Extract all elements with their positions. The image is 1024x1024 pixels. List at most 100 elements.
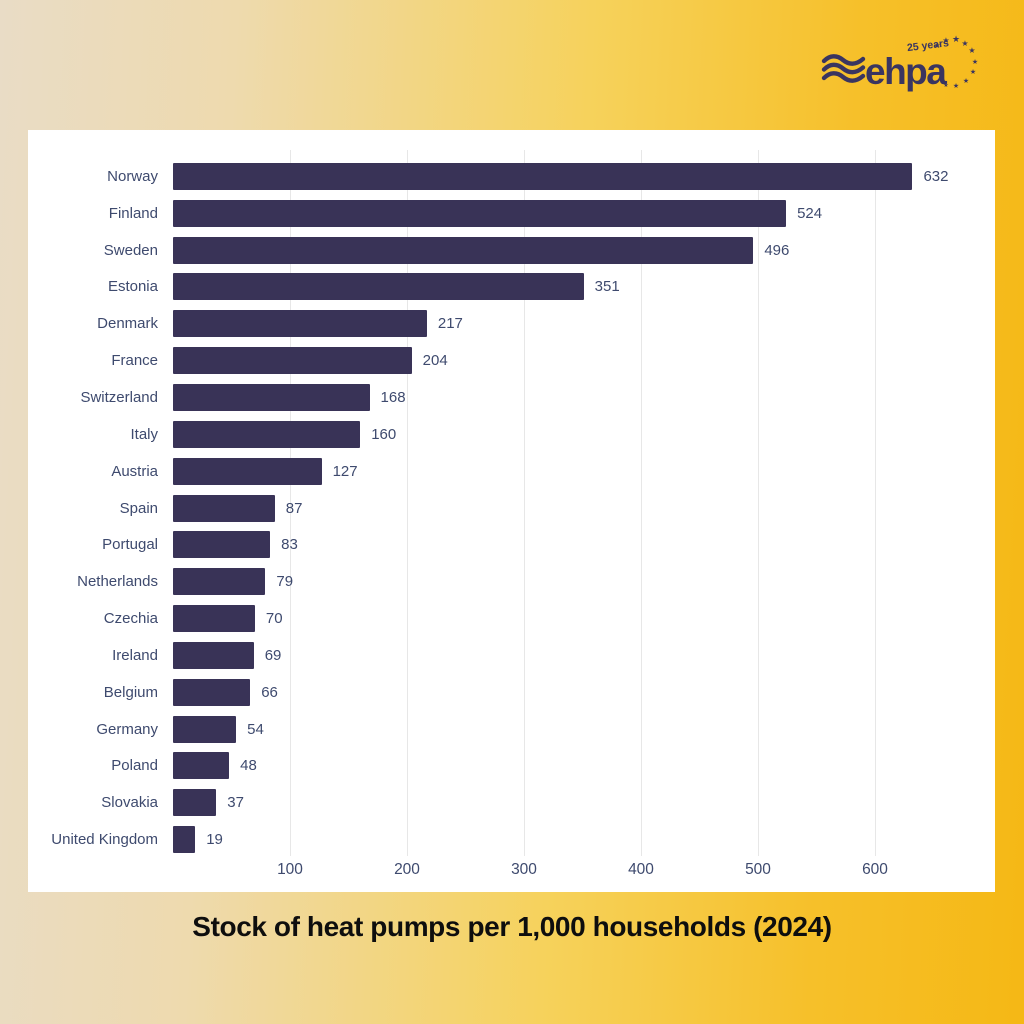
bar-rows: Norway 632 Finland 524 Sweden 496 Estonia 351 De… xyxy=(28,158,995,858)
data-bar xyxy=(173,605,255,633)
svg-text:★: ★ xyxy=(963,77,969,85)
country-label: Estonia xyxy=(107,278,158,296)
waves-icon xyxy=(821,54,866,83)
x-tick-label: 400 xyxy=(628,861,654,878)
data-bar xyxy=(173,383,370,411)
bar-row: Norway 632 xyxy=(28,158,995,195)
value-label: 54 xyxy=(247,720,264,738)
bar-track: 83 xyxy=(173,531,995,559)
bar-row: Sweden 496 xyxy=(28,232,995,269)
bar-track: 70 xyxy=(173,605,995,633)
bar-row: Ireland 69 xyxy=(28,637,995,674)
bar-track: 127 xyxy=(173,457,995,485)
gridline-500 xyxy=(758,150,759,856)
bar-row: Belgium 66 xyxy=(28,674,995,711)
ehpa-logo: ehpa 25 years ★ ★ ★ ★ ★ ★ ★ ★ ★ ★ xyxy=(820,32,980,96)
value-label: 524 xyxy=(797,204,823,222)
data-bar xyxy=(173,494,275,522)
bar-track: 19 xyxy=(173,826,995,854)
data-bar xyxy=(173,162,913,190)
country-label: France xyxy=(111,352,158,370)
data-bar xyxy=(173,310,427,338)
value-label: 37 xyxy=(227,794,244,812)
bar-row: Spain 87 xyxy=(28,490,995,527)
bar-row: Austria 127 xyxy=(28,453,995,490)
data-bar xyxy=(173,457,322,485)
svg-text:★: ★ xyxy=(970,68,976,76)
bar-track: 87 xyxy=(173,494,995,522)
bar-track: 524 xyxy=(173,199,995,227)
gridlines-layer xyxy=(28,150,995,856)
data-bar xyxy=(173,641,254,669)
value-label: 70 xyxy=(265,610,283,628)
value-label: 127 xyxy=(332,462,358,480)
svg-text:★: ★ xyxy=(961,39,968,48)
value-label: 87 xyxy=(285,499,303,517)
value-label: 204 xyxy=(422,352,448,370)
bar-track: 632 xyxy=(173,162,995,190)
country-label: Germany xyxy=(96,720,158,738)
country-label: Ireland xyxy=(112,646,158,664)
x-axis-tick-labels: 100 200 300 400 500 600 xyxy=(28,861,995,883)
country-label: Denmark xyxy=(97,315,158,333)
bar-track: 496 xyxy=(173,236,995,264)
gridline-600 xyxy=(875,150,876,856)
value-label: 48 xyxy=(240,757,257,775)
bar-track: 160 xyxy=(173,420,995,448)
country-label: Italy xyxy=(130,425,158,443)
x-tick-label: 600 xyxy=(862,861,888,878)
bar-row: Slovakia 37 xyxy=(28,784,995,821)
data-bar xyxy=(173,789,217,817)
value-label: 160 xyxy=(371,425,397,443)
ehpa-logo-graphic: ehpa 25 years ★ ★ ★ ★ ★ ★ ★ ★ ★ ★ xyxy=(821,34,978,92)
bar-track: 351 xyxy=(173,273,995,301)
data-bar xyxy=(173,199,787,227)
data-bar xyxy=(173,273,584,301)
bar-row: Germany 54 xyxy=(28,711,995,748)
country-label: Sweden xyxy=(103,241,158,259)
gridline-100 xyxy=(290,150,291,856)
value-label: 69 xyxy=(264,646,282,664)
value-label: 83 xyxy=(281,536,298,554)
value-label: 217 xyxy=(437,315,463,333)
bar-row: Netherlands 79 xyxy=(28,563,995,600)
x-tick-label: 200 xyxy=(394,861,420,878)
bar-row: United Kingdom 19 xyxy=(28,821,995,858)
data-bar xyxy=(173,715,237,743)
value-label: 632 xyxy=(923,167,949,185)
country-label: Slovakia xyxy=(101,794,158,812)
svg-text:★: ★ xyxy=(942,36,949,45)
data-bar xyxy=(173,678,251,706)
bar-row: Czechia 70 xyxy=(28,600,995,637)
stars-icon: ★ ★ ★ ★ ★ ★ ★ ★ ★ ★ xyxy=(933,34,978,90)
bar-track: 37 xyxy=(173,789,995,817)
value-label: 19 xyxy=(206,831,223,849)
svg-text:★: ★ xyxy=(943,82,948,89)
country-label: Switzerland xyxy=(80,388,158,406)
country-label: Netherlands xyxy=(77,573,158,591)
value-label: 66 xyxy=(261,683,278,701)
x-tick-label: 100 xyxy=(277,861,303,878)
bar-track: 168 xyxy=(173,383,995,411)
chart-card: Norway 632 Finland 524 Sweden 496 Estonia 351 De… xyxy=(28,130,995,892)
gridline-300 xyxy=(524,150,525,856)
bar-track: 69 xyxy=(173,641,995,669)
data-bar xyxy=(173,420,361,448)
bar-row: Poland 48 xyxy=(28,748,995,785)
country-label: United Kingdom xyxy=(51,831,158,849)
svg-text:★: ★ xyxy=(933,41,940,50)
value-label: 79 xyxy=(276,573,294,591)
svg-text:★: ★ xyxy=(972,58,978,66)
bar-row: Italy 160 xyxy=(28,416,995,453)
bar-row: France 204 xyxy=(28,342,995,379)
bar-row: Finland 524 xyxy=(28,195,995,232)
data-bar xyxy=(173,568,266,596)
country-label: Norway xyxy=(107,167,158,185)
country-label: Austria xyxy=(111,462,158,480)
ehpa-wordmark: ehpa xyxy=(865,51,947,92)
25-years-label: 25 years xyxy=(906,37,949,54)
bar-row: Portugal 83 xyxy=(28,526,995,563)
chart-title: Stock of heat pumps per 1,000 households… xyxy=(192,911,832,942)
bar-track: 66 xyxy=(173,678,995,706)
bar-track: 48 xyxy=(173,752,995,780)
